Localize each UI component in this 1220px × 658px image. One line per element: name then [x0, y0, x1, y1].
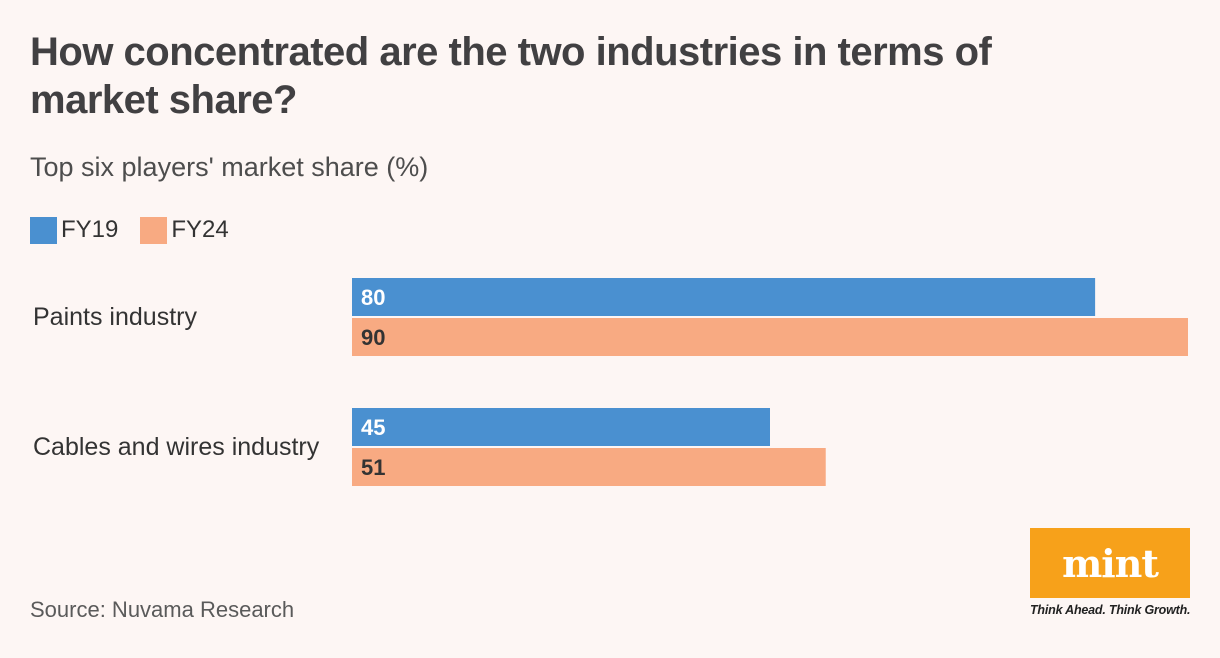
bar-value-label: 51 [361, 455, 385, 480]
bar-fy19 [352, 408, 770, 446]
bar-value-label: 90 [361, 325, 385, 350]
bar-fy24 [352, 448, 826, 486]
legend-swatch-fy19 [30, 216, 57, 244]
legend: FY19 FY24 [30, 216, 251, 244]
source-note: Source: Nuvama Research [30, 597, 295, 622]
legend-label-fy19: FY19 [61, 216, 119, 243]
legend-swatch-fy24 [140, 216, 168, 244]
bar-fy19 [352, 278, 1096, 316]
bar-fy24 [352, 318, 1188, 356]
legend-label-fy24: FY24 [171, 216, 229, 243]
legend-item-fy19: FY19 [30, 216, 118, 244]
bar-value-label: 45 [361, 415, 385, 440]
mint-logo-box: mint [1030, 528, 1190, 598]
bar-value-label: 80 [361, 285, 385, 310]
category-label: Cables and wires industry [33, 433, 320, 461]
chart-subtitle: Top six players' market share (%) [30, 152, 429, 182]
chart-title: How concentrated are the two industries … [30, 30, 992, 122]
legend-item-fy24: FY24 [140, 216, 229, 244]
mint-logo: mint Think Ahead. Think Growth. [1030, 528, 1191, 617]
mint-tagline: Think Ahead. Think Growth. [1030, 603, 1191, 617]
category-label: Paints industry [33, 303, 197, 331]
